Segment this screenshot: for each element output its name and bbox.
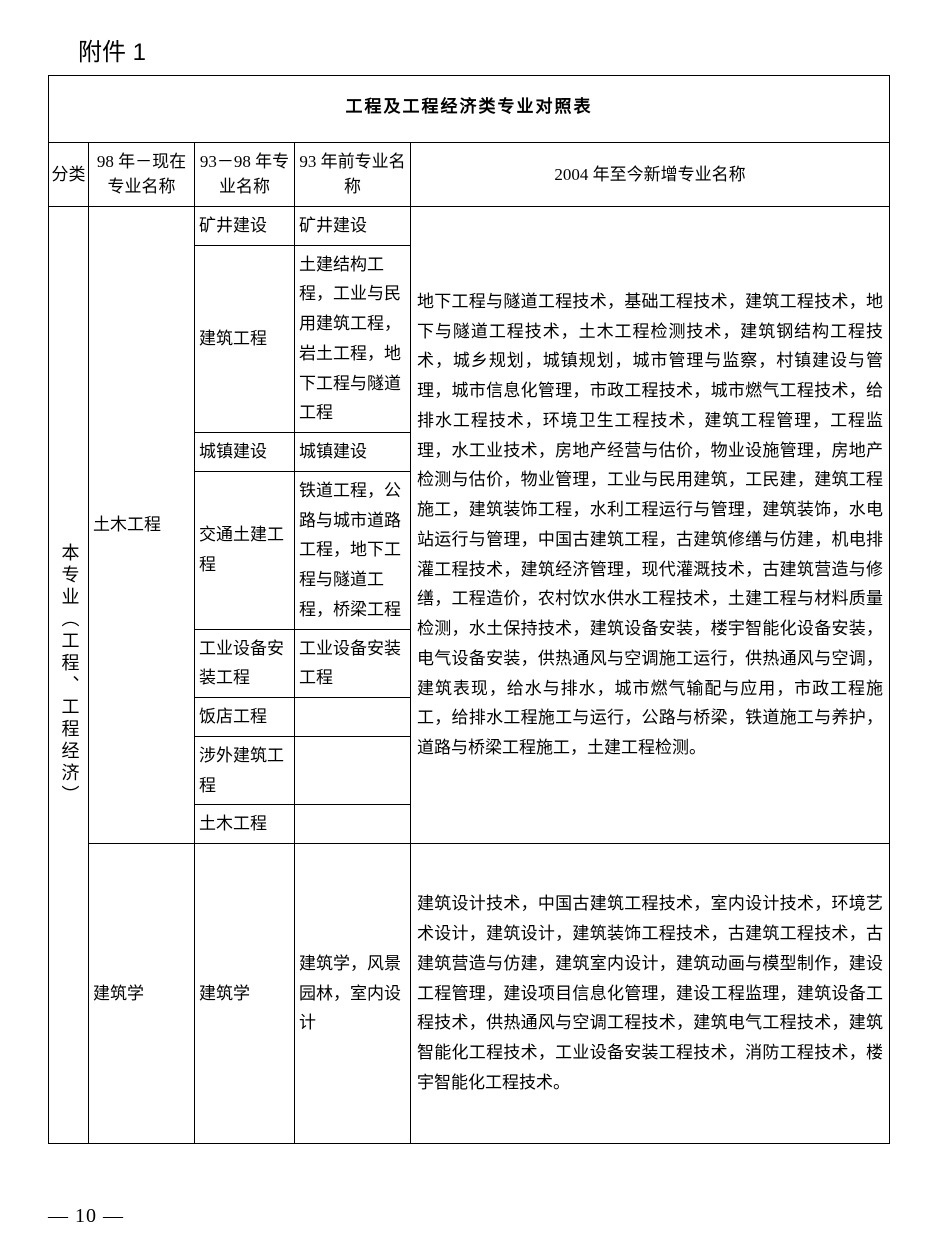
header-row: 分类 98 年－现在专业名称 93－98 年专业名称 93 年前专业名称 200… xyxy=(49,142,890,206)
title-row: 工程及工程经济类专业对照表 xyxy=(49,76,890,143)
header-2004-new: 2004 年至今新增专业名称 xyxy=(411,142,890,206)
col-pre93-cell: 矿井建设 xyxy=(295,206,411,245)
table-row: 建筑学 建筑学 建筑学，风景园林，室内设计 建筑设计技术，中国古建筑工程技术，室… xyxy=(49,844,890,1144)
col-9398-cell: 交通土建工程 xyxy=(195,471,295,629)
col-pre93-cell: 铁道工程，公路与城市道路工程，地下工程与隧道工程，桥梁工程 xyxy=(295,471,411,629)
col-9398-cell: 建筑工程 xyxy=(195,245,295,433)
col-9398-cell: 矿井建设 xyxy=(195,206,295,245)
table-title: 工程及工程经济类专业对照表 xyxy=(49,76,890,143)
col-98-cell: 土木工程 xyxy=(89,206,195,843)
col-9398-cell: 工业设备安装工程 xyxy=(195,629,295,698)
col-2004-cell: 建筑设计技术，中国古建筑工程技术，室内设计技术，环境艺术设计，建筑设计，建筑装饰… xyxy=(411,844,890,1144)
col-pre93-cell: 土建结构工程，工业与民用建筑工程，岩土工程，地下工程与隧道工程 xyxy=(295,245,411,433)
page-number: — 10 — xyxy=(48,1205,124,1228)
col-pre93-cell: 建筑学，风景园林，室内设计 xyxy=(295,844,411,1144)
col-pre93-cell xyxy=(295,736,411,805)
col-98-cell: 建筑学 xyxy=(89,844,195,1144)
col-pre93-cell xyxy=(295,805,411,844)
col-9398-cell: 土木工程 xyxy=(195,805,295,844)
col-9398-cell: 涉外建筑工程 xyxy=(195,736,295,805)
header-pre-93: 93 年前专业名称 xyxy=(295,142,411,206)
header-93-98: 93－98 年专业名称 xyxy=(195,142,295,206)
category-label: 本专业（工程、工程经济） xyxy=(53,543,85,807)
col-9398-cell: 城镇建设 xyxy=(195,433,295,472)
comparison-table: 工程及工程经济类专业对照表 分类 98 年－现在专业名称 93－98 年专业名称… xyxy=(48,75,890,1144)
col-9398-cell: 饭店工程 xyxy=(195,698,295,737)
col-2004-cell: 地下工程与隧道工程技术，基础工程技术，建筑工程技术，地下与隧道工程技术，土木工程… xyxy=(411,206,890,843)
header-category: 分类 xyxy=(49,142,89,206)
annex-label: 附件 1 xyxy=(78,32,890,67)
col-9398-cell: 建筑学 xyxy=(195,844,295,1144)
col-pre93-cell: 工业设备安装工程 xyxy=(295,629,411,698)
col-pre93-cell xyxy=(295,698,411,737)
header-98-now: 98 年－现在专业名称 xyxy=(89,142,195,206)
table-row: 本专业（工程、工程经济） 土木工程 矿井建设 矿井建设 地下工程与隧道工程技术，… xyxy=(49,206,890,245)
col-pre93-cell: 城镇建设 xyxy=(295,433,411,472)
category-cell: 本专业（工程、工程经济） xyxy=(49,206,89,1143)
